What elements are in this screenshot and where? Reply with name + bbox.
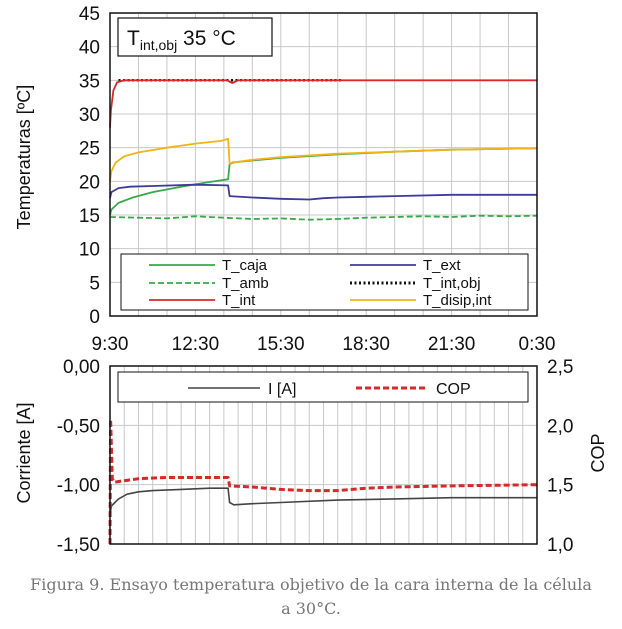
bottom-y-tick-label: -1,50: [57, 535, 100, 556]
bottom-y-axis-title: Corriente [A]: [14, 402, 34, 503]
legend-label: T_disip,int: [423, 292, 492, 309]
bottom-legend: I [A] COP: [117, 371, 529, 403]
bottom-y-tick-label: -0,50: [57, 416, 100, 437]
top-x-tick-label: 21:30: [428, 334, 476, 355]
top-y-tick-label: 45: [79, 4, 100, 25]
bottom-y2-tick-label: 2,0: [547, 416, 573, 437]
top-y-tick-label: 25: [79, 139, 100, 160]
legend-label: T_int: [222, 292, 256, 309]
bottom-y2-tick-label: 2,5: [547, 357, 573, 378]
bottom-y-tick-label: -1,00: [57, 476, 100, 497]
top-y-axis-title: Temperaturas [ºC]: [14, 85, 34, 230]
inset-symbol: T: [127, 27, 140, 50]
top-y-tick-label: 35: [79, 71, 100, 92]
inset-text: Tint,obj 35 °C: [127, 27, 236, 53]
series-line-t-ext: [109, 183, 537, 201]
inset-subscript: int,obj: [140, 37, 177, 53]
caption-line-2: a 30°C.: [281, 599, 341, 618]
top-x-tick-label: 15:30: [257, 334, 305, 355]
series-line-i-a-: [109, 487, 537, 515]
bottom-y-tick-label: 0,00: [63, 357, 100, 378]
series-line-cop: [108, 417, 538, 545]
legend-label: T_amb: [222, 275, 269, 292]
top-y-tick-label: 20: [79, 172, 100, 193]
current-cop-chart: Corriente [A] COP 0,00 -0,50 -1,00 -1,50 2,5…: [14, 357, 608, 556]
top-plot-frame: [109, 12, 538, 317]
top-y-tick-label: 0: [89, 307, 100, 328]
figure-caption: Figura 9. Ensayo temperatura objetivo de…: [0, 573, 622, 621]
bottom-y2-tick-label: 1,0: [547, 535, 573, 556]
top-y-tick-label: 15: [79, 206, 100, 227]
legend-label: T_ext: [423, 257, 461, 274]
figure: Temperaturas [ºC] 0 5 10 15 20 25 30 35 40 45 9:30…: [14, 4, 608, 556]
series-line-t-int: [109, 79, 537, 128]
legend-label: COP: [436, 381, 471, 398]
top-x-tick-label: 12:30: [172, 334, 220, 355]
top-x-tick-label: 9:30: [92, 334, 129, 355]
top-legend: T_caja T_ext T_amb T_int,obj T_int T_disip,in…: [120, 253, 529, 311]
top-y-tick-label: 30: [79, 105, 100, 126]
bottom-y2-axis-title: COP: [588, 433, 608, 472]
inset-label-box: Tint,obj 35 °C: [117, 17, 273, 57]
caption-line-1: Figura 9. Ensayo temperatura objetivo de…: [30, 575, 592, 594]
top-y-tick-label: 40: [79, 38, 100, 59]
bottom-y2-tick-label: 1,5: [547, 476, 573, 497]
legend-label: I [A]: [268, 381, 296, 398]
inset-value: 35 °C: [177, 27, 236, 50]
top-x-tick-label: 0:30: [519, 334, 556, 355]
series-line-t-amb: [109, 214, 538, 221]
bottom-plot-frame: [109, 365, 538, 545]
temperature-chart: Temperaturas [ºC] 0 5 10 15 20 25 30 35 40 45 9:30…: [14, 4, 555, 355]
top-y-tick-label: 10: [79, 240, 100, 261]
top-y-tick-label: 5: [89, 273, 100, 294]
legend-label: T_int,obj: [423, 275, 481, 292]
bottom-legend-frame: [117, 371, 529, 403]
top-x-tick-label: 18:30: [342, 334, 390, 355]
inset-frame: [117, 17, 273, 57]
series-line-t-disip-int: [109, 137, 538, 182]
legend-label: T_caja: [222, 257, 268, 274]
